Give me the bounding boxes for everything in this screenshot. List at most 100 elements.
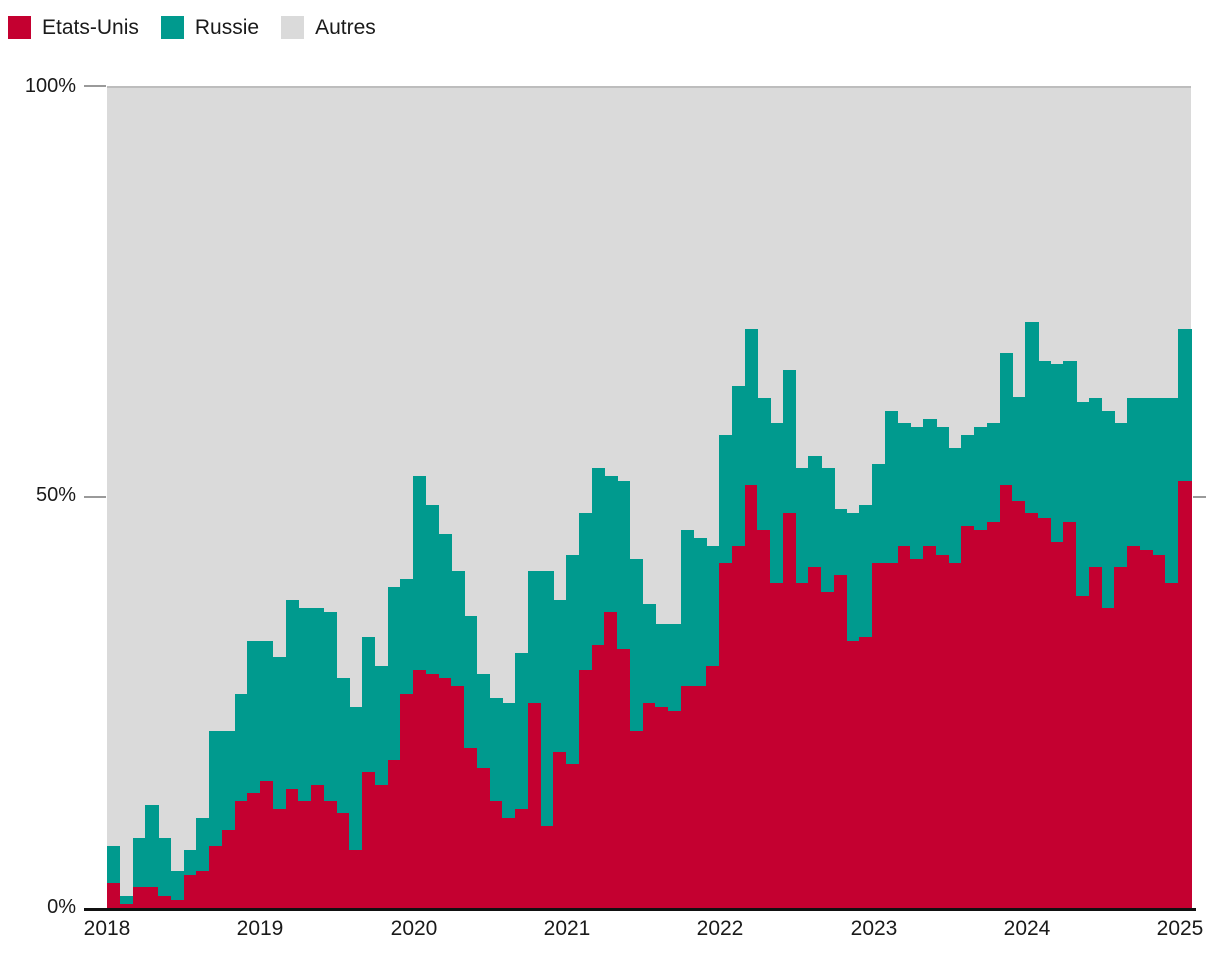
bar-etats-unis-2024-02 — [1037, 517, 1052, 908]
bar-etats-unis-2019-04 — [298, 801, 312, 908]
bar-etats-unis-2018-09 — [209, 846, 223, 908]
y-axis-label-0: 0% — [47, 896, 76, 918]
bar-russie-2021-01 — [566, 554, 580, 765]
bar-etats-unis-2024-04 — [1063, 521, 1077, 908]
bar-etats-unis-2020-07 — [489, 801, 503, 908]
bar-etats-unis-2019-06 — [323, 801, 338, 908]
bar-etats-unis-2019-01 — [260, 780, 274, 908]
bar-etats-unis-2018-05 — [158, 895, 172, 908]
y-tick-50-left — [84, 496, 106, 498]
bar-russie-2018-11 — [234, 694, 248, 802]
bar-russie-2024-05 — [1076, 402, 1090, 596]
bar-etats-unis-2021-07 — [642, 702, 656, 908]
bar-russie-2024-02 — [1037, 361, 1052, 518]
legend-item-russie: Russie — [160, 16, 259, 39]
bar-russie-2022-02 — [731, 386, 746, 547]
legend: Etats-Unis Russie Autres — [8, 16, 398, 39]
bar-russie-2020-12 — [553, 599, 567, 752]
x-axis-label-2021: 2021 — [543, 917, 591, 940]
bar-etats-unis-2024-03 — [1050, 542, 1065, 908]
bar-russie-2020-08 — [502, 702, 516, 818]
bar-russie-2023-02 — [884, 410, 899, 563]
bar-etats-unis-2019-07 — [336, 813, 350, 908]
bar-russie-2019-10 — [374, 665, 389, 785]
bar-etats-unis-2022-10 — [833, 575, 848, 908]
bar-russie-2023-07 — [948, 447, 963, 563]
bar-russie-2021-03 — [591, 468, 605, 645]
bar-russie-2024-10 — [1139, 398, 1154, 551]
bar-etats-unis-2023-12 — [1012, 501, 1026, 908]
bar-russie-2021-09 — [668, 624, 682, 711]
legend-item-autres: Autres — [281, 16, 376, 39]
bar-etats-unis-2024-09 — [1127, 546, 1141, 908]
bar-russie-2022-03 — [744, 328, 758, 485]
bar-russie-2019-03 — [285, 599, 299, 789]
bar-etats-unis-2022-12 — [859, 636, 873, 908]
bar-etats-unis-2018-01 — [107, 883, 121, 908]
bar-etats-unis-2020-09 — [515, 809, 529, 908]
bar-russie-2020-06 — [476, 673, 491, 769]
bar-russie-2022-10 — [833, 509, 848, 576]
bar-etats-unis-2018-10 — [221, 829, 236, 908]
bar-russie-2019-04 — [298, 607, 312, 802]
bar-etats-unis-2020-02 — [425, 673, 440, 908]
y-tick-50-right — [1193, 496, 1206, 498]
bar-etats-unis-2021-06 — [629, 731, 644, 908]
bar-russie-2023-04 — [910, 427, 924, 559]
bar-etats-unis-2024-08 — [1114, 566, 1128, 908]
bar-russie-2020-04 — [451, 570, 465, 687]
bar-etats-unis-2018-03 — [132, 887, 146, 908]
bar-etats-unis-2022-02 — [731, 546, 746, 908]
bar-etats-unis-2024-01 — [1025, 513, 1039, 908]
bar-russie-2023-10 — [986, 423, 1001, 522]
bar-russie-2022-09 — [821, 468, 835, 592]
bar-etats-unis-2023-03 — [897, 546, 912, 908]
bar-russie-2018-08 — [196, 817, 210, 872]
bar-russie-2021-10 — [680, 529, 695, 687]
bar-etats-unis-2022-09 — [821, 591, 835, 908]
bar-russie-2022-01 — [719, 435, 733, 563]
bar-russie-2021-02 — [578, 513, 593, 670]
bar-etats-unis-2023-06 — [935, 554, 950, 908]
bar-etats-unis-2018-12 — [247, 792, 261, 908]
bar-russie-2019-01 — [260, 640, 274, 781]
y-axis-label-100: 100% — [24, 75, 76, 97]
bar-etats-unis-2021-04 — [604, 612, 618, 908]
bar-russie-2022-04 — [757, 398, 771, 530]
bar-russie-2021-04 — [604, 476, 618, 613]
bar-russie-2023-03 — [897, 423, 912, 547]
bar-etats-unis-2024-11 — [1152, 554, 1167, 908]
plot-top-gridline — [107, 86, 1191, 88]
bar-russie-2021-11 — [693, 538, 707, 687]
bar-russie-2021-08 — [655, 624, 669, 707]
bar-etats-unis-2024-10 — [1139, 550, 1154, 908]
bar-russie-2024-11 — [1152, 398, 1167, 555]
bar-etats-unis-2018-08 — [196, 871, 210, 908]
bar-etats-unis-2021-03 — [591, 644, 605, 908]
bar-russie-2020-10 — [527, 570, 542, 703]
bar-etats-unis-2024-06 — [1088, 566, 1103, 908]
legend-label-etats-unis: Etats-Unis — [42, 16, 139, 39]
bar-etats-unis-2018-04 — [145, 887, 159, 908]
bar-russie-2022-12 — [859, 505, 873, 637]
bar-russie-2024-09 — [1127, 398, 1141, 547]
bar-russie-2021-06 — [629, 558, 644, 732]
bar-russie-2023-05 — [923, 418, 937, 547]
bar-russie-2022-08 — [808, 455, 822, 567]
bar-russie-2020-07 — [489, 698, 503, 802]
x-axis-label-2024: 2024 — [1003, 917, 1051, 940]
plot-area — [107, 86, 1192, 908]
bar-russie-2018-09 — [209, 731, 223, 847]
bar-russie-2021-07 — [642, 603, 656, 703]
legend-label-autres: Autres — [315, 16, 376, 39]
bar-russie-2018-05 — [158, 838, 172, 896]
bar-etats-unis-2023-08 — [961, 525, 975, 908]
bar-russie-2020-11 — [540, 571, 554, 826]
bar-etats-unis-2022-05 — [770, 583, 784, 908]
bar-russie-2024-03 — [1050, 363, 1065, 543]
bar-etats-unis-2021-09 — [668, 710, 682, 908]
bar-etats-unis-2023-04 — [910, 558, 924, 908]
legend-swatch-etats-unis — [8, 16, 31, 39]
bar-etats-unis-2019-02 — [272, 809, 287, 908]
